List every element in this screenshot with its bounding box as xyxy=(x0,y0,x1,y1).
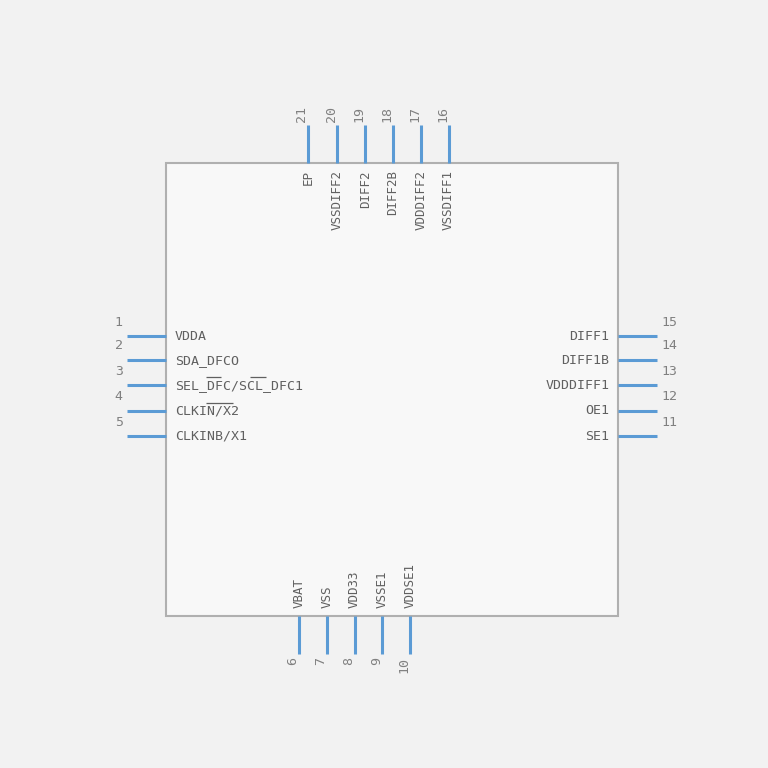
Text: CLKIN/X2: CLKIN/X2 xyxy=(175,405,239,417)
Text: 20: 20 xyxy=(325,106,338,121)
Text: DIFF1: DIFF1 xyxy=(569,330,610,343)
Text: OE1: OE1 xyxy=(585,405,610,417)
Text: VDDDIFF1: VDDDIFF1 xyxy=(545,379,610,392)
Text: CLKINB/X1: CLKINB/X1 xyxy=(175,430,247,443)
Text: VSS: VSS xyxy=(320,586,333,608)
Text: 1: 1 xyxy=(114,316,123,329)
Text: 21: 21 xyxy=(296,106,309,121)
Text: DIFF2B: DIFF2B xyxy=(386,170,399,215)
Text: DIFF1B: DIFF1B xyxy=(561,353,610,366)
Text: VDDDIFF2: VDDDIFF2 xyxy=(414,170,427,230)
Text: VDDA: VDDA xyxy=(175,330,207,343)
Text: VSSDIFF1: VSSDIFF1 xyxy=(442,170,455,230)
Bar xyxy=(166,163,618,615)
Text: 18: 18 xyxy=(381,106,393,121)
Text: 3: 3 xyxy=(114,365,123,378)
Text: 9: 9 xyxy=(370,657,383,665)
Text: 7: 7 xyxy=(314,657,327,665)
Text: VSSE1: VSSE1 xyxy=(376,571,389,608)
Text: 6: 6 xyxy=(286,657,300,665)
Text: 11: 11 xyxy=(661,415,677,429)
Text: 19: 19 xyxy=(353,106,366,121)
Text: VDDSE1: VDDSE1 xyxy=(404,564,417,608)
Text: 2: 2 xyxy=(114,339,123,353)
Text: 13: 13 xyxy=(661,365,677,378)
Text: SE1: SE1 xyxy=(585,430,610,443)
Text: SDA_DFCO: SDA_DFCO xyxy=(175,353,239,366)
Text: 5: 5 xyxy=(114,415,123,429)
Text: EP: EP xyxy=(301,170,314,185)
Text: 16: 16 xyxy=(436,106,449,121)
Text: 15: 15 xyxy=(661,316,677,329)
Text: VDD33: VDD33 xyxy=(348,571,361,608)
Text: VSSDIFF2: VSSDIFF2 xyxy=(331,170,344,230)
Text: 4: 4 xyxy=(114,390,123,403)
Text: 12: 12 xyxy=(661,390,677,403)
Text: VBAT: VBAT xyxy=(293,578,306,608)
Text: DIFF2: DIFF2 xyxy=(359,170,372,207)
Text: 14: 14 xyxy=(661,339,677,353)
Text: SEL_DFC/SCL_DFC1: SEL_DFC/SCL_DFC1 xyxy=(175,379,303,392)
Text: 10: 10 xyxy=(398,657,411,673)
Text: 8: 8 xyxy=(343,657,355,665)
Text: 17: 17 xyxy=(409,106,422,121)
